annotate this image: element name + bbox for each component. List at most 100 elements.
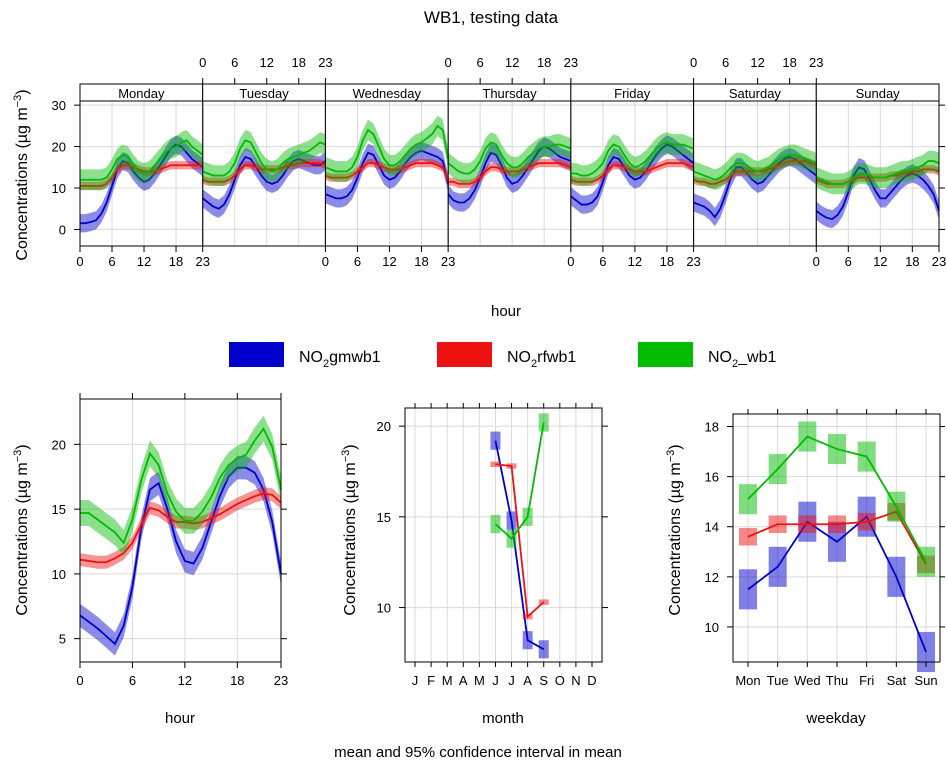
- y-tick-label: 10: [52, 181, 66, 196]
- x-tick-label: Sun: [914, 673, 937, 688]
- panel-border: [404, 407, 603, 663]
- x-tick-label: 12: [260, 55, 274, 70]
- series-line-NO2_wb1: [80, 427, 282, 545]
- series-line-NO2gmwb1: [815, 166, 940, 221]
- x-tick-label: 0: [322, 254, 329, 269]
- strip-label-sunday: Sunday: [856, 86, 901, 101]
- x-tick-label: 0: [445, 55, 452, 70]
- x-tick-label: 12: [505, 55, 519, 70]
- figure-footer: mean and 95% confidence interval in mean: [334, 744, 622, 761]
- series-line-NO2_wb1: [815, 160, 940, 185]
- y-tick-label: 5: [59, 632, 66, 647]
- series-line-NO2rfwb1: [202, 162, 326, 183]
- y-tick-label: 10: [377, 601, 391, 616]
- series-line-NO2_wb1: [747, 435, 927, 563]
- series-line-NO2rfwb1: [325, 162, 449, 181]
- series-line-NO2rfwb1: [79, 492, 282, 564]
- week-panel-tuesday: Tuesday 0 6 12 18 23: [199, 55, 333, 247]
- x-axis-label: hour: [165, 710, 195, 727]
- hour-chart: 0 6 12 18 23 5 10 15 20 hour Concentrations (µg m−…: [12, 393, 288, 727]
- x-tick-label: 23: [564, 55, 578, 70]
- y-tick-label: 0: [59, 222, 66, 237]
- x-tick-label: Thu: [826, 673, 848, 688]
- x-tick-label: 18: [782, 55, 796, 70]
- series-line-NO2_wb1: [494, 422, 545, 540]
- series-line-NO2_wb1: [202, 139, 326, 177]
- x-tick-label: 12: [382, 254, 396, 269]
- ci-band-NO2gmwb1: [448, 137, 571, 212]
- y-tick-label: 30: [52, 98, 66, 113]
- x-tick-label: S: [539, 673, 548, 688]
- y-tick-label: 16: [705, 470, 719, 485]
- week-panel-saturday: Saturday 0 6 12 18 23: [690, 55, 824, 247]
- x-tick-label: 0: [813, 254, 820, 269]
- y-tick-label: 15: [377, 510, 391, 525]
- x-tick-label: 0: [690, 55, 697, 70]
- series-line-NO2gmwb1: [747, 515, 927, 653]
- series-line-NO2_wb1: [325, 124, 450, 173]
- x-tick-label: A: [459, 673, 468, 688]
- ci-band-NO2_wb1: [80, 130, 203, 191]
- x-tick-label: J: [412, 673, 419, 688]
- y-tick-label: 20: [52, 437, 66, 452]
- series-line-NO2gmwb1: [202, 155, 326, 210]
- series-line-NO2rfwb1: [570, 162, 694, 183]
- x-tick-label: 18: [169, 254, 183, 269]
- x-tick-label: 23: [441, 254, 455, 269]
- legend-swatch-wb1: [638, 342, 693, 367]
- ci-band-NO2_wb1: [448, 132, 571, 184]
- series-line-NO2rfwb1: [495, 463, 545, 619]
- series-line-NO2gmwb1: [693, 155, 817, 219]
- ci-band-NO2rfwb1: [80, 161, 203, 191]
- x-tick-label: 6: [845, 254, 852, 269]
- week-panel-thursday: Thursday 0 6 12 18 23: [445, 55, 578, 247]
- x-tick-label: 12: [137, 254, 151, 269]
- series-line-NO2rfwb1: [448, 162, 572, 185]
- x-tick-label: 18: [414, 254, 428, 269]
- ci-band-NO2_wb1: [202, 130, 326, 186]
- y-tick-label: 20: [52, 140, 66, 155]
- x-tick-label: 12: [628, 254, 642, 269]
- x-tick-label: N: [571, 673, 580, 688]
- ci-band-NO2gmwb1: [80, 456, 281, 656]
- x-tick-label: 0: [199, 55, 206, 70]
- x-tick-label: 12: [873, 254, 887, 269]
- ci-band-NO2rfwb1: [570, 159, 694, 186]
- ci-band-NO2rfwb1: [202, 159, 326, 186]
- x-tick-label: 23: [195, 254, 209, 269]
- x-tick-label: 23: [932, 254, 946, 269]
- ci-band-NO2_wb1: [325, 115, 449, 182]
- week-hour-chart: Monday 0 6 12 18 23 Tuesday 0 6 12 18 23 Wednesday 0 6…: [12, 55, 946, 320]
- strip-label-friday: Friday: [614, 86, 651, 101]
- y-tick-label: 15: [52, 502, 66, 517]
- series-line-NO2gmwb1: [447, 145, 572, 204]
- series-line-NO2_wb1: [570, 141, 694, 177]
- x-tick-label: O: [555, 673, 565, 688]
- x-tick-label: 6: [108, 254, 115, 269]
- y-axis-label: Concentrations (µg m−3): [340, 444, 359, 615]
- x-tick-label: 12: [750, 55, 764, 70]
- ci-band-NO2_wb1: [80, 415, 281, 556]
- x-tick-label: 0: [76, 254, 83, 269]
- x-tick-label: F: [427, 673, 435, 688]
- week-panel-sunday: Sunday 0 6 12 18 23: [813, 83, 946, 269]
- x-tick-label: Mon: [735, 673, 760, 688]
- x-tick-label: 0: [76, 673, 83, 688]
- legend-label-wb1: NO2_wb1: [708, 349, 776, 370]
- ci-band-NO2_wb1: [816, 150, 939, 195]
- x-axis-label: month: [482, 710, 524, 727]
- series-line-NO2_wb1: [80, 139, 204, 181]
- y-axis-label: Concentrations (µg m−3): [12, 89, 31, 260]
- figure-title: WB1, testing data: [424, 8, 559, 27]
- x-tick-label: 6: [354, 254, 361, 269]
- x-tick-label: 0: [567, 254, 574, 269]
- y-tick-label: 10: [52, 567, 66, 582]
- x-tick-label: Wed: [794, 673, 821, 688]
- series-line-NO2gmwb1: [494, 440, 545, 651]
- x-tick-label: 18: [230, 673, 244, 688]
- x-tick-label: 18: [292, 55, 306, 70]
- week-panel-monday: Monday 0 6 12 18 23: [76, 83, 210, 269]
- legend-label-rfwb1: NO2rfwb1: [507, 349, 576, 370]
- x-tick-label: Fri: [859, 673, 874, 688]
- legend-swatch-rfwb1: [437, 342, 492, 367]
